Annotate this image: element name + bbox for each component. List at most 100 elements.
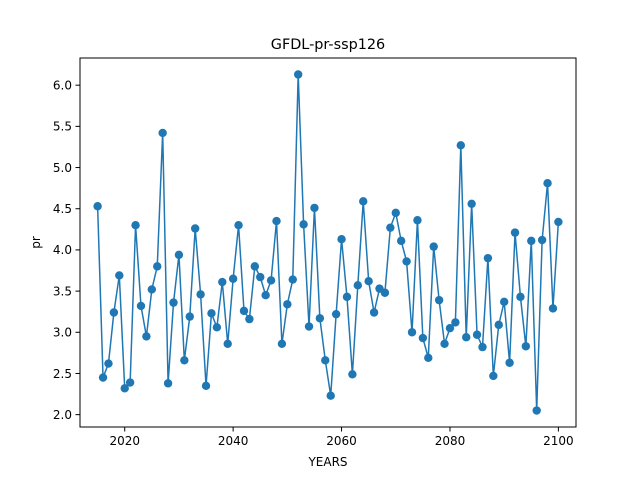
data-point [516, 292, 525, 302]
y-axis: 2.0 2.5 3.0 3.5 4.0 4.5 5.0 5.5 6.0 [53, 78, 80, 422]
data-point [277, 339, 287, 349]
data-point [315, 314, 325, 323]
data-point [250, 262, 260, 271]
axes-frame [79, 57, 577, 428]
data-point [494, 320, 503, 330]
data-point [478, 342, 487, 352]
data-point [261, 291, 270, 300]
data-point [180, 356, 189, 365]
y-axis-label: pr [29, 236, 43, 249]
data-point [359, 197, 368, 206]
y-tick-label: 6.0 [53, 78, 72, 92]
data-point [93, 202, 102, 211]
data-point [510, 228, 520, 237]
data-point [380, 288, 390, 297]
chart-title: GFDL-pr-ssp126 [271, 37, 385, 53]
data-point [342, 292, 352, 302]
data-point [402, 257, 411, 266]
data-point [212, 323, 222, 332]
data-point [196, 290, 205, 299]
data-point [169, 298, 178, 307]
data-point [304, 322, 314, 331]
data-point [456, 141, 466, 150]
data-point [543, 178, 552, 188]
data-point [174, 250, 184, 260]
data-point [554, 217, 563, 227]
data-point [310, 203, 319, 213]
data-point [266, 276, 276, 285]
data-point [207, 309, 216, 318]
data-point [521, 342, 531, 351]
data-point [353, 281, 363, 290]
data-point [98, 373, 108, 382]
data-point [548, 304, 558, 313]
data-point [272, 216, 281, 226]
data-point [120, 384, 129, 393]
data-point [462, 333, 471, 342]
data-point [185, 312, 194, 321]
x-axis: 2020 2040 2060 2080 2100 [109, 427, 574, 448]
data-point [218, 277, 227, 287]
x-axis-label: YEARS [307, 455, 347, 469]
data-point [288, 275, 297, 284]
data-point [245, 314, 254, 324]
data-point [386, 223, 395, 232]
y-tick-label: 2.5 [53, 367, 72, 381]
data-point [337, 235, 346, 244]
x-tick-label: 2020 [109, 434, 140, 448]
data-point [131, 221, 140, 230]
data-point [125, 378, 135, 387]
data-point [239, 306, 249, 316]
data-point [104, 359, 113, 368]
data-point [440, 339, 449, 349]
data-point [364, 277, 373, 286]
y-tick-label: 2.0 [53, 408, 72, 422]
data-point [147, 285, 157, 294]
data-point [223, 339, 232, 349]
x-tick-label: 2100 [543, 434, 574, 448]
data-point [321, 356, 330, 365]
data-point [396, 236, 406, 246]
data-point [293, 70, 303, 79]
data-point [326, 391, 335, 400]
data-point [109, 308, 119, 317]
data-point [472, 330, 482, 339]
data-point [283, 300, 292, 309]
plot-area [79, 57, 577, 428]
data-point [489, 371, 498, 381]
y-tick-label: 4.5 [53, 202, 72, 216]
data-point [153, 262, 162, 271]
x-tick-label: 2060 [326, 434, 357, 448]
data-point [228, 274, 238, 283]
data-point [445, 323, 455, 333]
data-point [424, 353, 433, 363]
data-point [467, 199, 476, 208]
data-point [483, 253, 493, 263]
data-point [418, 333, 428, 343]
data-point [348, 370, 357, 379]
data-point [434, 295, 444, 305]
data-point [256, 272, 265, 282]
data-point [413, 216, 422, 225]
data-point [429, 242, 438, 251]
data-point [407, 328, 417, 337]
data-point [369, 308, 379, 317]
data-point [190, 224, 200, 233]
data-point [451, 318, 460, 327]
data-point [537, 235, 547, 245]
data-point [391, 208, 400, 218]
data-point [532, 406, 541, 415]
series-layer [93, 70, 563, 415]
y-tick-label: 3.5 [53, 284, 72, 298]
data-point [299, 220, 308, 229]
data-point [142, 332, 151, 341]
data-point [234, 221, 243, 230]
data-point [158, 128, 167, 138]
x-tick-label: 2080 [435, 434, 466, 448]
y-tick-label: 5.5 [53, 120, 72, 134]
y-tick-label: 5.0 [53, 161, 72, 175]
data-point [136, 301, 146, 311]
data-point [505, 358, 514, 367]
data-point [331, 309, 341, 319]
data-point [115, 271, 124, 280]
